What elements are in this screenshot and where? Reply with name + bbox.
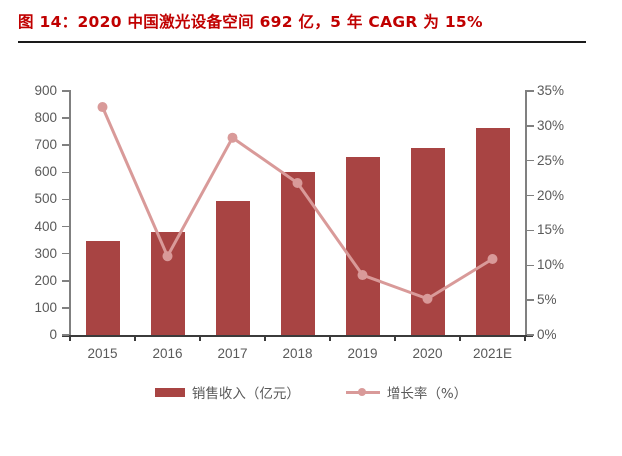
right-axis-tick-label: 10%	[537, 257, 565, 273]
left-axis-tick	[62, 280, 69, 282]
right-axis-line	[525, 90, 527, 336]
right-axis-tick-label: 20%	[537, 187, 565, 203]
right-axis-tick-label: 0%	[537, 327, 557, 342]
left-axis-tick	[62, 90, 69, 92]
category-axis-line	[62, 335, 533, 337]
category-axis-tick	[134, 335, 136, 341]
category-axis-label: 2020	[412, 346, 443, 361]
legend-bar-swatch-icon	[154, 387, 185, 397]
left-axis-tick	[62, 334, 69, 336]
legend-item-1[interactable]: 销售收入（亿元）	[154, 382, 300, 402]
category-axis-label: 2018	[282, 346, 313, 361]
category-axis-tick	[394, 335, 396, 341]
category-axis-tick	[329, 335, 331, 341]
left-axis-tick	[62, 307, 69, 309]
left-axis-tick-label: 500	[34, 191, 57, 207]
right-axis-tick-label: 5%	[537, 292, 557, 308]
left-axis-tick-label: 600	[34, 164, 57, 180]
left-axis-tick	[62, 171, 69, 174]
bar-2021E	[475, 127, 510, 335]
right-axis-tick	[527, 125, 534, 127]
left-axis-tick-label: 100	[34, 299, 57, 315]
right-axis-tick	[527, 194, 534, 197]
left-axis-tick	[62, 225, 69, 228]
left-axis-tick-label: 0	[49, 327, 57, 342]
right-axis-tick	[527, 159, 534, 162]
left-axis-line	[69, 90, 71, 336]
bar-2016	[150, 231, 185, 335]
left-axis-tick-label: 200	[34, 272, 57, 288]
title-underline-rule	[18, 41, 586, 43]
right-axis-tick	[527, 264, 534, 267]
chart-plot-area: 0 100 200 300 400 500 600 700 800 900 0% 5% 10% 15% 2…	[0, 52, 622, 456]
right-axis-tick-label: 35%	[537, 83, 565, 98]
category-axis-label: 2015	[87, 346, 118, 361]
right-axis-tick	[527, 229, 534, 232]
left-axis-tick-label: 900	[34, 83, 57, 98]
right-axis-tick	[527, 299, 534, 301]
left-axis-tick-label: 400	[34, 218, 57, 234]
right-axis-tick	[527, 90, 534, 92]
chart-legend: 销售收入（亿元） 增长率（%）	[0, 382, 622, 402]
left-axis-tick	[62, 198, 69, 201]
left-axis-tick-label: 300	[34, 245, 57, 261]
legend-line-swatch-icon	[345, 387, 380, 398]
left-axis-tick	[62, 144, 69, 146]
legend-label: 销售收入（亿元）	[191, 386, 300, 402]
bar-2020	[410, 147, 445, 335]
figure-title: 图 14：2020 中国激光设备空间 692 亿，5 年 CAGR 为 15%	[18, 13, 483, 31]
legend-label: 增长率（%）	[386, 386, 468, 402]
bar-2019	[345, 157, 380, 335]
category-axis-label: 2021E	[472, 346, 513, 361]
bar-2018	[280, 171, 315, 335]
category-axis-tick	[199, 335, 201, 341]
bar-2015	[85, 241, 120, 335]
category-axis-tick	[69, 335, 71, 341]
right-axis-tick-label: 25%	[537, 152, 565, 168]
category-axis-label: 2016	[152, 346, 183, 361]
left-axis-tick-label: 700	[34, 137, 57, 153]
left-axis-tick	[62, 117, 69, 119]
growth-rate-point-2017	[227, 132, 238, 143]
right-axis-tick-label: 30%	[537, 117, 565, 133]
bar-2017	[215, 200, 250, 335]
right-axis-tick-label: 15%	[537, 222, 565, 238]
left-axis-tick-label: 800	[34, 110, 57, 126]
right-axis-tick	[527, 334, 534, 336]
category-axis-label: 2017	[217, 346, 248, 361]
category-axis-tick	[524, 335, 526, 341]
category-axis-label: 2019	[347, 346, 378, 361]
category-axis-tick	[459, 335, 461, 341]
growth-rate-point-2015	[97, 102, 108, 113]
category-axis-tick	[264, 335, 266, 341]
legend-item-2[interactable]: 增长率（%）	[345, 382, 468, 402]
left-axis-tick	[62, 252, 69, 255]
